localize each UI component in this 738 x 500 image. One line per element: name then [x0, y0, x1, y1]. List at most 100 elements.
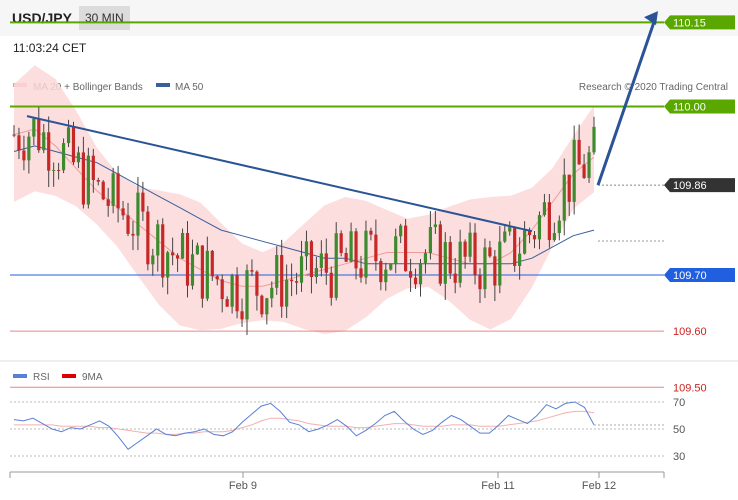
- candle-body: [448, 242, 452, 274]
- candle-body: [453, 273, 457, 283]
- candle-body: [513, 227, 517, 266]
- candle-body: [458, 241, 462, 283]
- candle-body: [527, 230, 532, 236]
- candle-body: [136, 192, 140, 236]
- level-tag: [664, 178, 735, 193]
- candle-body: [230, 275, 234, 307]
- candle-body: [374, 234, 378, 262]
- candle-body: [488, 247, 492, 257]
- candle-body: [319, 253, 323, 268]
- candle-body: [200, 245, 204, 299]
- candle-body: [294, 281, 299, 283]
- candle-body: [260, 295, 264, 315]
- candle-body: [106, 199, 110, 206]
- candle-body: [235, 275, 239, 312]
- candle-body: [428, 227, 433, 254]
- candle-body: [171, 252, 175, 256]
- candle-body: [225, 299, 229, 307]
- candle-body: [220, 279, 224, 300]
- candle-body: [562, 174, 566, 221]
- candle-body: [334, 233, 338, 298]
- candle-body: [210, 250, 214, 277]
- candle-body: [156, 224, 160, 256]
- candle-body: [389, 263, 393, 270]
- candle-body: [503, 231, 507, 242]
- candle-body: [121, 208, 125, 216]
- candle-body: [493, 256, 497, 286]
- candle-body: [567, 174, 571, 202]
- candle-body: [161, 224, 165, 278]
- candle-body: [76, 152, 81, 163]
- candle-body: [582, 164, 586, 178]
- ma20-legend-label: MA 20 + Bollinger Bands: [33, 82, 143, 93]
- candle-body: [557, 220, 561, 234]
- candle-body: [473, 232, 477, 275]
- candle-body: [205, 250, 209, 299]
- candle-body: [314, 267, 318, 278]
- candle-body: [433, 224, 437, 228]
- candle-body: [12, 134, 16, 136]
- candle-body: [22, 150, 26, 161]
- x-tick-label: Feb 12: [582, 480, 616, 492]
- candle-body: [577, 139, 581, 165]
- timestamp: 11:03:24 CET: [13, 41, 87, 55]
- rsi-tick-label: 50: [673, 424, 685, 436]
- candle-body: [245, 270, 249, 320]
- x-tick-label: Feb 11: [481, 480, 514, 492]
- level-label: 109.60: [673, 326, 707, 338]
- candle-body: [339, 233, 343, 254]
- candle-body: [255, 271, 259, 296]
- candle-body: [32, 118, 36, 137]
- candle-body: [96, 179, 100, 182]
- candle-body: [408, 271, 413, 278]
- level-tag: [664, 99, 735, 114]
- ma50-legend-swatch: [156, 83, 170, 87]
- candle-body: [86, 155, 90, 205]
- candle-body: [57, 169, 61, 171]
- candle-body: [280, 255, 284, 307]
- candle-body: [508, 227, 512, 232]
- candle-body: [285, 279, 289, 307]
- ma50-legend-label: MA 50: [175, 82, 204, 93]
- candle-body: [359, 268, 363, 278]
- candle-body: [270, 287, 274, 299]
- candle-body: [468, 232, 472, 257]
- candle-body: [101, 181, 105, 200]
- candle-body: [141, 192, 145, 212]
- candle-body: [250, 270, 254, 272]
- candle-body: [349, 231, 353, 262]
- ma9-legend-swatch: [62, 374, 76, 378]
- x-tick-label: Feb 9: [229, 480, 257, 492]
- rsi-tick-label: 70: [673, 397, 685, 409]
- candle-body: [190, 254, 195, 286]
- candle-body: [151, 255, 155, 265]
- candle-body: [71, 127, 76, 163]
- level-label: 109.70: [673, 270, 707, 282]
- candle-body: [329, 272, 333, 298]
- candle-body: [61, 143, 66, 171]
- rsi-ma9-line: [14, 410, 595, 435]
- candle-body: [27, 136, 31, 161]
- candle-body: [379, 261, 383, 283]
- candle-body: [438, 224, 442, 284]
- candle-body: [592, 126, 596, 153]
- level-label: 110.00: [673, 102, 706, 114]
- candle-body: [483, 247, 487, 290]
- candle-body: [522, 230, 527, 254]
- candle-body: [265, 298, 269, 315]
- level-label: 109.86: [673, 180, 707, 192]
- candle-body: [309, 241, 314, 278]
- candle-body: [532, 235, 537, 240]
- level-label: 110.15: [673, 17, 706, 29]
- forecast-arrow-shaft: [596, 18, 657, 186]
- candle-body: [413, 277, 418, 285]
- candle-body: [404, 225, 408, 272]
- candle-body: [354, 231, 358, 269]
- candle-body: [572, 139, 576, 202]
- candle-body: [344, 253, 348, 262]
- candle-body: [17, 135, 21, 151]
- forecast-arrow-head: [644, 11, 658, 26]
- candle-body: [537, 215, 542, 240]
- candle-body: [384, 269, 388, 283]
